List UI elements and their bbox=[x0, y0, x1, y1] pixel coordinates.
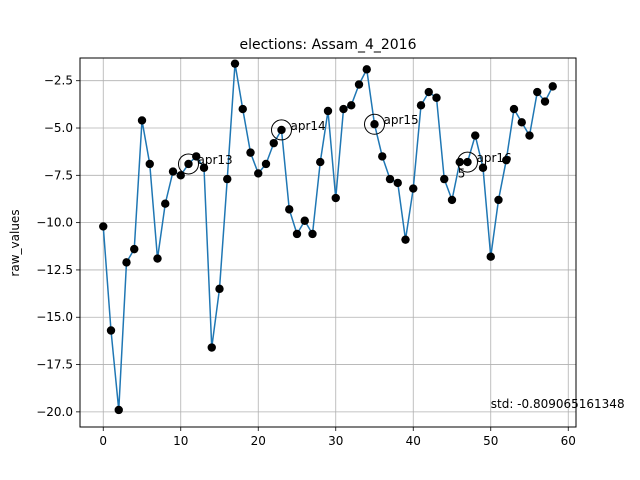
annotation-label: apr15 bbox=[384, 113, 419, 127]
x-tick-label: 0 bbox=[99, 434, 107, 448]
axis-ticks: 0 10 20 30 40 50 60 −20.0 −17.5 −15.0 −12.5 −10.0 −7… bbox=[36, 74, 576, 448]
annotation-ring bbox=[271, 119, 292, 141]
plot-frame bbox=[79, 57, 577, 428]
x-tick-label: 40 bbox=[406, 434, 421, 448]
data-point bbox=[114, 405, 123, 415]
data-point bbox=[331, 193, 340, 203]
data-point bbox=[378, 152, 387, 161]
data-point bbox=[401, 235, 410, 244]
data-point bbox=[478, 163, 488, 172]
data-point bbox=[137, 116, 147, 125]
data-point bbox=[455, 157, 464, 167]
data-point bbox=[471, 131, 480, 140]
data-point bbox=[99, 222, 108, 231]
data-point bbox=[199, 163, 209, 172]
data-point bbox=[300, 216, 309, 225]
annotation-label: apr16 bbox=[477, 151, 512, 165]
data-point bbox=[122, 258, 131, 267]
series-line bbox=[102, 63, 554, 411]
data-point bbox=[548, 82, 557, 91]
data-point bbox=[184, 159, 193, 169]
data-point bbox=[277, 125, 286, 135]
data-point bbox=[246, 148, 255, 157]
data-point bbox=[533, 87, 542, 97]
y-tick-label: −17.5 bbox=[36, 358, 73, 372]
data-point bbox=[339, 104, 348, 114]
x-tick-label: 50 bbox=[483, 434, 498, 448]
data-point bbox=[238, 104, 247, 114]
data-point bbox=[447, 195, 457, 205]
data-point bbox=[145, 159, 154, 169]
data-point bbox=[106, 326, 116, 335]
data-point bbox=[463, 157, 472, 167]
std-annotation: std: -0.809065161348 bbox=[491, 397, 625, 411]
data-point bbox=[230, 59, 240, 68]
x-tick-label: 30 bbox=[328, 434, 343, 448]
data-point bbox=[494, 195, 503, 205]
series-group bbox=[99, 59, 557, 415]
y-tick-label: −12.5 bbox=[36, 263, 73, 277]
data-point bbox=[261, 159, 271, 169]
x-tick-label: 60 bbox=[561, 434, 576, 448]
data-point bbox=[161, 199, 170, 208]
data-point bbox=[416, 101, 426, 110]
data-point bbox=[207, 343, 216, 352]
data-point bbox=[409, 184, 418, 193]
data-point bbox=[292, 229, 302, 239]
data-point bbox=[347, 101, 356, 110]
y-tick-label: −10.0 bbox=[36, 216, 73, 230]
data-point bbox=[130, 244, 139, 254]
data-point bbox=[502, 155, 511, 165]
data-point bbox=[153, 254, 162, 263]
chart-title: elections: Assam_4_2016 bbox=[239, 37, 416, 53]
y-axis-label: raw_values bbox=[8, 209, 22, 276]
annotation-label: apr13 bbox=[198, 153, 233, 167]
data-point bbox=[285, 205, 294, 214]
data-point bbox=[486, 252, 495, 261]
data-point bbox=[362, 65, 371, 74]
y-tick-label: −2.5 bbox=[44, 74, 73, 88]
data-point bbox=[393, 178, 402, 188]
x-tick-label: 10 bbox=[173, 434, 188, 448]
data-point bbox=[540, 97, 550, 106]
data-point bbox=[525, 131, 534, 140]
y-tick-label: −20.0 bbox=[36, 405, 73, 419]
annotation-label-fragment: 5 bbox=[458, 166, 466, 180]
y-tick-label: −15.0 bbox=[36, 310, 73, 324]
data-point bbox=[215, 284, 224, 294]
data-point bbox=[192, 152, 201, 161]
data-point bbox=[323, 106, 333, 116]
annotations-group: apr13 apr14 apr15 apr16 5 bbox=[178, 113, 512, 180]
data-point bbox=[517, 118, 526, 127]
data-point bbox=[440, 174, 449, 184]
data-point bbox=[316, 157, 325, 167]
annotation-ring bbox=[178, 153, 199, 175]
data-point bbox=[254, 169, 263, 178]
data-point bbox=[176, 171, 185, 180]
annotation-ring bbox=[364, 113, 385, 135]
data-point bbox=[385, 174, 395, 184]
data-point bbox=[269, 138, 278, 148]
data-point bbox=[370, 120, 379, 129]
data-point bbox=[168, 167, 178, 176]
data-point bbox=[308, 229, 317, 239]
annotation-ring bbox=[457, 151, 478, 173]
y-tick-label: −5.0 bbox=[44, 121, 73, 135]
annotation-label: apr14 bbox=[291, 119, 326, 133]
y-tick-label: −7.5 bbox=[44, 168, 73, 182]
data-point bbox=[424, 87, 433, 97]
data-point bbox=[354, 80, 364, 89]
x-tick-label: 20 bbox=[251, 434, 266, 448]
data-point bbox=[432, 93, 441, 102]
data-point bbox=[509, 104, 519, 114]
data-point bbox=[223, 174, 232, 184]
